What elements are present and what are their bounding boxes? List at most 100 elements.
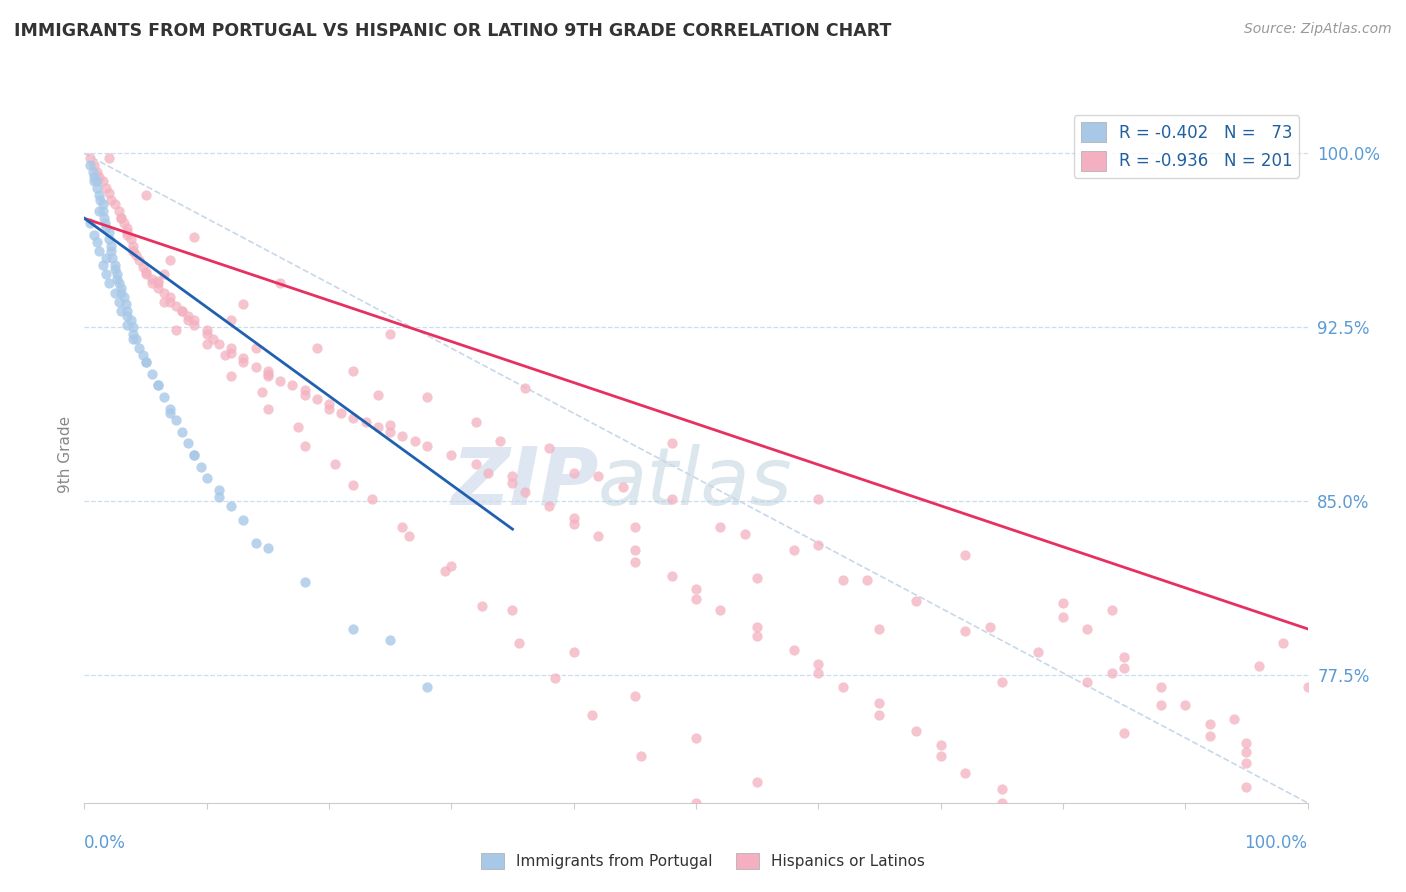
Point — [1101, 665, 1123, 680]
Point — [685, 731, 707, 745]
Point — [141, 271, 163, 285]
Point — [562, 645, 585, 659]
Point — [195, 471, 218, 485]
Point — [807, 816, 830, 830]
Point — [101, 251, 124, 265]
Point — [404, 434, 426, 448]
Point — [1101, 603, 1123, 617]
Point — [159, 253, 181, 268]
Point — [245, 536, 267, 550]
Point — [232, 513, 254, 527]
Point — [97, 225, 120, 239]
Point — [146, 378, 169, 392]
Point — [1272, 636, 1295, 650]
Point — [269, 277, 291, 291]
Point — [807, 538, 830, 552]
Point — [219, 346, 242, 360]
Point — [120, 313, 142, 327]
Point — [624, 520, 647, 534]
Point — [612, 480, 634, 494]
Point — [141, 367, 163, 381]
Legend: Immigrants from Portugal, Hispanics or Latinos: Immigrants from Portugal, Hispanics or L… — [475, 847, 931, 875]
Point — [195, 327, 218, 342]
Point — [91, 197, 114, 211]
Point — [87, 244, 110, 258]
Point — [183, 448, 205, 462]
Point — [562, 517, 585, 532]
Point — [91, 204, 114, 219]
Point — [177, 313, 200, 327]
Point — [94, 216, 117, 230]
Text: Source: ZipAtlas.com: Source: ZipAtlas.com — [1244, 22, 1392, 37]
Point — [104, 197, 127, 211]
Point — [905, 723, 928, 738]
Point — [107, 294, 129, 309]
Point — [1198, 729, 1220, 743]
Text: IMMIGRANTS FROM PORTUGAL VS HISPANIC OR LATINO 9TH GRADE CORRELATION CHART: IMMIGRANTS FROM PORTUGAL VS HISPANIC OR … — [14, 22, 891, 40]
Point — [685, 582, 707, 597]
Point — [1236, 735, 1258, 749]
Point — [110, 281, 132, 295]
Point — [115, 297, 138, 311]
Point — [287, 420, 309, 434]
Point — [330, 406, 353, 420]
Point — [661, 436, 683, 450]
Point — [112, 216, 135, 230]
Point — [1028, 645, 1050, 659]
Point — [83, 174, 105, 188]
Legend: R = -0.402   N =   73, R = -0.936   N = 201: R = -0.402 N = 73, R = -0.936 N = 201 — [1074, 115, 1299, 178]
Point — [624, 689, 647, 703]
Point — [214, 348, 236, 362]
Point — [82, 165, 104, 179]
Point — [586, 468, 609, 483]
Point — [1076, 622, 1098, 636]
Point — [104, 285, 127, 300]
Point — [380, 327, 402, 342]
Point — [132, 348, 155, 362]
Point — [991, 781, 1014, 796]
Point — [83, 158, 105, 172]
Point — [91, 258, 114, 272]
Point — [440, 448, 463, 462]
Point — [135, 265, 157, 279]
Point — [747, 571, 769, 585]
Point — [141, 277, 163, 291]
Point — [105, 271, 128, 285]
Point — [232, 351, 254, 365]
Point — [165, 413, 187, 427]
Point — [380, 425, 402, 439]
Point — [128, 341, 150, 355]
Point — [110, 211, 132, 226]
Point — [562, 467, 585, 481]
Point — [391, 520, 413, 534]
Point — [709, 520, 731, 534]
Point — [110, 304, 132, 318]
Point — [104, 258, 127, 272]
Point — [100, 244, 122, 258]
Point — [1052, 610, 1074, 624]
Point — [979, 619, 1001, 633]
Point — [1296, 680, 1319, 694]
Point — [219, 341, 242, 355]
Point — [96, 251, 118, 265]
Point — [1114, 726, 1136, 740]
Point — [165, 323, 187, 337]
Point — [502, 468, 524, 483]
Point — [100, 239, 122, 253]
Point — [79, 216, 101, 230]
Point — [153, 294, 176, 309]
Point — [831, 573, 853, 587]
Point — [201, 332, 224, 346]
Point — [125, 248, 148, 262]
Point — [257, 401, 280, 416]
Point — [1223, 712, 1246, 726]
Point — [380, 633, 402, 648]
Point — [159, 290, 181, 304]
Point — [380, 417, 402, 432]
Point — [807, 491, 830, 506]
Point — [122, 239, 145, 253]
Point — [115, 304, 138, 318]
Point — [177, 309, 200, 323]
Point — [153, 390, 176, 404]
Point — [367, 387, 389, 401]
